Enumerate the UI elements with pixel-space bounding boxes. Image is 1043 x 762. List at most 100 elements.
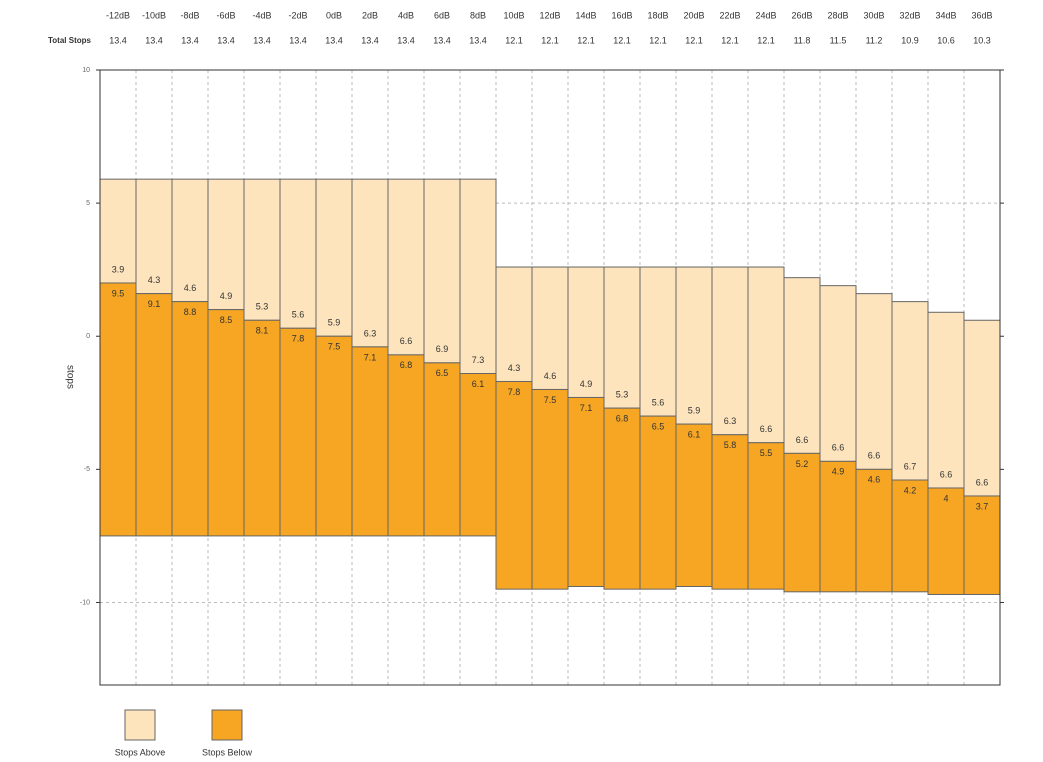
bar-above	[747, 266, 785, 444]
total-label: 11.2	[866, 35, 883, 45]
bar-above	[891, 301, 929, 481]
value-label: 4.9	[832, 467, 845, 477]
y-tick-label: 10	[82, 67, 90, 74]
value-label: 6.8	[400, 360, 413, 370]
total-label: 12.1	[613, 35, 631, 45]
bar-above	[315, 178, 353, 337]
total-label: 13.4	[433, 35, 451, 45]
value-label: 6.6	[832, 443, 845, 453]
value-label: 6.3	[364, 328, 377, 338]
category-label: 18dB	[647, 10, 668, 20]
bar-above	[423, 178, 461, 364]
value-label: 5.6	[652, 397, 665, 407]
bar-below	[387, 354, 425, 537]
value-label: 6.5	[652, 421, 665, 431]
value-label: 7.1	[364, 352, 377, 362]
value-label: 6.3	[724, 416, 737, 426]
bar-above	[783, 277, 821, 454]
value-label: 4.6	[868, 475, 881, 485]
bar-above	[711, 266, 749, 436]
total-label: 11.5	[830, 35, 847, 45]
bar-below	[351, 346, 389, 537]
bar-below	[279, 327, 317, 537]
category-label: 10dB	[503, 10, 524, 20]
value-label: 4.9	[220, 291, 233, 301]
bar-below	[135, 293, 173, 537]
bar-below	[675, 423, 713, 587]
category-label: 4dB	[398, 10, 414, 20]
category-label: -4dB	[252, 10, 271, 20]
bar-below	[315, 335, 353, 537]
legend-label: Stops Below	[202, 747, 253, 757]
value-label: 6.7	[904, 461, 917, 471]
category-label: -8dB	[180, 10, 199, 20]
bar-above	[495, 266, 533, 382]
y-tick-label: 0	[86, 333, 90, 340]
value-label: 7.8	[508, 387, 521, 397]
bar-below	[531, 388, 569, 590]
total-label: 13.4	[289, 35, 307, 45]
value-label: 7.1	[580, 403, 593, 413]
value-label: 6.1	[472, 379, 485, 389]
value-label: 9.5	[112, 288, 125, 298]
value-label: 5.3	[616, 389, 629, 399]
bar-below	[459, 373, 497, 537]
category-label: 34dB	[935, 10, 956, 20]
bar-above	[243, 178, 281, 321]
bar-above	[963, 319, 1001, 497]
category-label: 22dB	[719, 10, 740, 20]
value-label: 5.3	[256, 302, 269, 312]
value-label: 7.8	[292, 334, 305, 344]
plot-border	[99, 69, 1001, 686]
total-label: 13.4	[109, 35, 127, 45]
value-label: 4.6	[544, 371, 557, 381]
category-label: 14dB	[575, 10, 596, 20]
total-label: 12.1	[757, 35, 775, 45]
bar-below	[495, 380, 533, 590]
total-label: 10.6	[937, 35, 955, 45]
bar-below	[567, 396, 605, 587]
category-label: 36dB	[971, 10, 992, 20]
bar-above	[927, 311, 965, 489]
bar-above	[387, 178, 425, 356]
value-label: 6.8	[616, 413, 629, 423]
category-label: -10dB	[142, 10, 166, 20]
value-label: 7.3	[472, 355, 485, 365]
value-label: 5.9	[328, 318, 341, 328]
legend-swatch	[124, 709, 156, 741]
total-label: 13.4	[217, 35, 235, 45]
bar-below	[207, 309, 245, 537]
value-label: 7.5	[544, 395, 557, 405]
category-label: 26dB	[791, 10, 812, 20]
value-label: 4.3	[508, 363, 521, 373]
category-label: 24dB	[755, 10, 776, 20]
total-label: 10.3	[973, 35, 991, 45]
total-label: 13.4	[145, 35, 163, 45]
value-label: 4.6	[184, 283, 197, 293]
bar-above	[531, 266, 569, 390]
value-label: 6.6	[940, 469, 953, 479]
category-label: 30dB	[863, 10, 884, 20]
category-label: 12dB	[539, 10, 560, 20]
value-label: 8.5	[220, 315, 233, 325]
bar-above	[351, 178, 389, 348]
bar-below	[747, 442, 785, 590]
total-label: 12.1	[685, 35, 703, 45]
value-label: 4.2	[904, 485, 917, 495]
value-label: 5.6	[292, 310, 305, 320]
value-label: 6.6	[796, 435, 809, 445]
bar-above	[279, 178, 317, 329]
value-label: 4	[943, 493, 948, 503]
value-label: 6.9	[436, 344, 449, 354]
value-label: 8.1	[256, 326, 269, 336]
total-label: 13.4	[325, 35, 343, 45]
y-tick-label: -5	[84, 466, 90, 473]
value-label: 4.9	[580, 379, 593, 389]
value-label: 6.5	[436, 368, 449, 378]
category-label: 2dB	[362, 10, 378, 20]
total-label: 11.8	[794, 35, 811, 45]
bar-above	[567, 266, 605, 398]
value-label: 5.9	[688, 405, 701, 415]
bar-below	[963, 495, 1001, 595]
